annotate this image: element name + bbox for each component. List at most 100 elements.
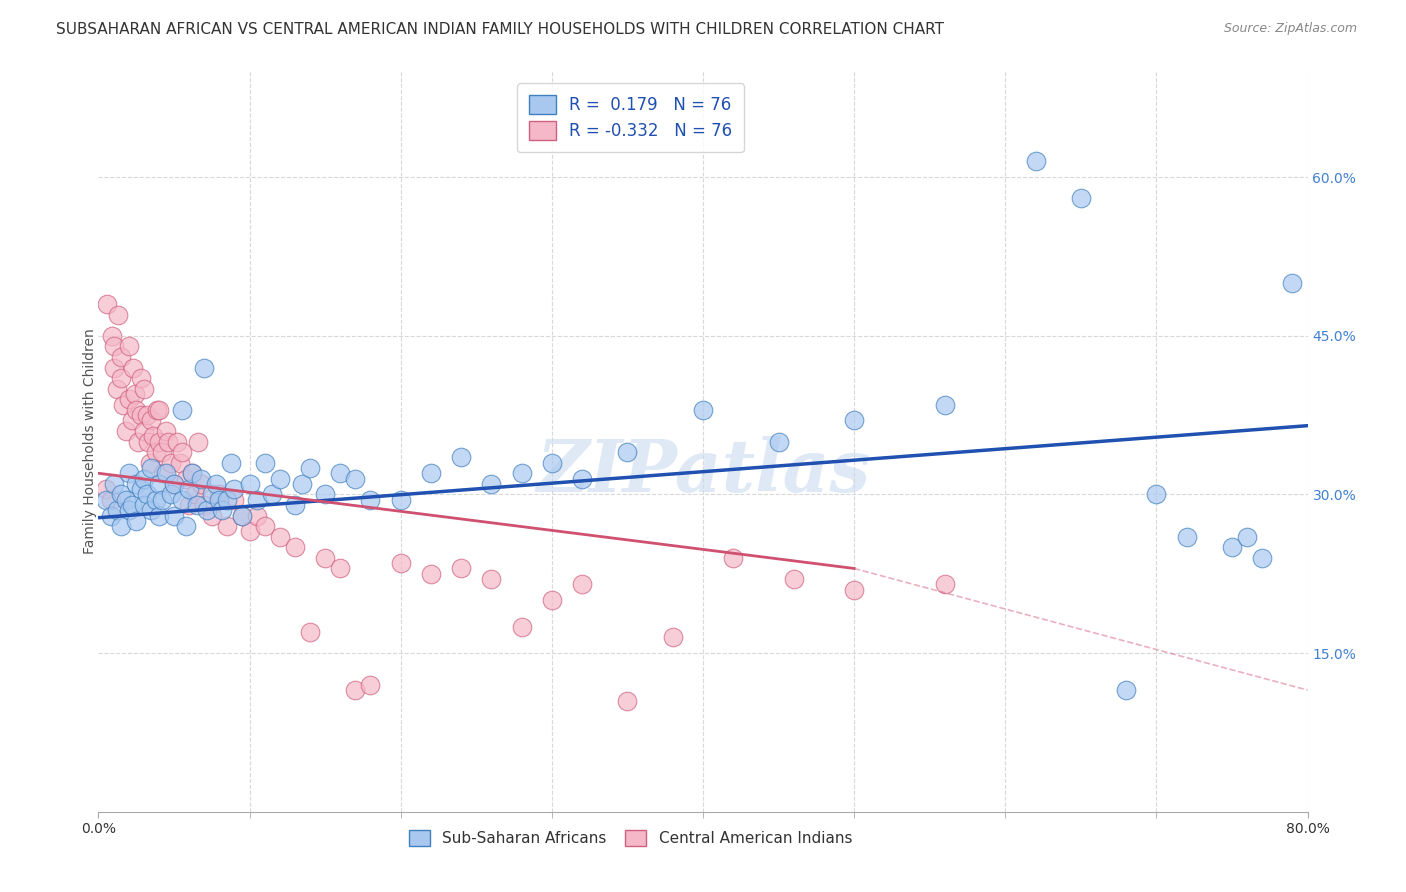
Point <box>253 519 276 533</box>
Point <box>1144 487 1167 501</box>
Point <box>124 387 146 401</box>
Point <box>1115 683 1137 698</box>
Point <box>193 498 215 512</box>
Point <box>201 508 224 523</box>
Point <box>510 620 533 634</box>
Point <box>127 434 149 449</box>
Point <box>129 371 152 385</box>
Point <box>481 572 503 586</box>
Point <box>141 461 163 475</box>
Point <box>129 408 152 422</box>
Point <box>224 482 246 496</box>
Point <box>262 487 284 501</box>
Point <box>179 482 201 496</box>
Point <box>389 492 412 507</box>
Point <box>105 382 128 396</box>
Point <box>118 339 141 353</box>
Point <box>284 541 307 555</box>
Point <box>1070 191 1092 205</box>
Point <box>1220 541 1243 555</box>
Point <box>314 550 336 565</box>
Point <box>125 476 148 491</box>
Point <box>166 434 188 449</box>
Point <box>1024 154 1046 169</box>
Point <box>145 492 167 507</box>
Point <box>190 476 212 491</box>
Point <box>114 492 136 507</box>
Point <box>145 445 167 459</box>
Point <box>174 519 197 533</box>
Point <box>934 398 956 412</box>
Point <box>360 678 382 692</box>
Point <box>110 350 132 364</box>
Point <box>125 514 148 528</box>
Point <box>148 508 170 523</box>
Point <box>94 492 117 507</box>
Point <box>253 456 276 470</box>
Point <box>174 472 197 486</box>
Point <box>129 482 152 496</box>
Point <box>135 487 157 501</box>
Point <box>136 434 159 449</box>
Point <box>118 392 141 407</box>
Point <box>111 398 134 412</box>
Point <box>344 683 367 698</box>
Point <box>122 360 145 375</box>
Point <box>190 472 212 486</box>
Point <box>110 487 132 501</box>
Point <box>314 487 336 501</box>
Point <box>215 519 238 533</box>
Point <box>142 429 165 443</box>
Point <box>163 476 186 491</box>
Point <box>118 467 141 481</box>
Point <box>94 482 117 496</box>
Point <box>100 492 122 507</box>
Point <box>1251 550 1274 565</box>
Point <box>132 382 155 396</box>
Point <box>481 476 503 491</box>
Point <box>450 561 472 575</box>
Point <box>208 487 231 501</box>
Point <box>299 461 322 475</box>
Text: SUBSAHARAN AFRICAN VS CENTRAL AMERICAN INDIAN FAMILY HOUSEHOLDS WITH CHILDREN CO: SUBSAHARAN AFRICAN VS CENTRAL AMERICAN I… <box>56 22 945 37</box>
Point <box>450 450 472 465</box>
Point <box>215 492 238 507</box>
Point <box>1236 530 1258 544</box>
Point <box>221 456 243 470</box>
Point <box>103 476 125 491</box>
Point <box>510 467 533 481</box>
Point <box>160 487 183 501</box>
Point <box>540 593 562 607</box>
Point <box>125 402 148 417</box>
Point <box>148 402 170 417</box>
Point <box>160 456 183 470</box>
Point <box>205 476 228 491</box>
Point <box>239 524 262 539</box>
Point <box>103 339 125 353</box>
Point <box>420 566 443 581</box>
Point <box>163 476 186 491</box>
Point <box>184 487 207 501</box>
Point <box>1175 530 1198 544</box>
Point <box>141 413 163 427</box>
Point <box>344 472 367 486</box>
Point <box>246 508 269 523</box>
Point <box>768 434 790 449</box>
Point <box>101 328 124 343</box>
Point <box>121 413 143 427</box>
Point <box>118 503 141 517</box>
Point <box>246 492 269 507</box>
Point <box>211 503 233 517</box>
Point <box>208 492 231 507</box>
Point <box>163 508 186 523</box>
Point <box>329 467 352 481</box>
Point <box>692 402 714 417</box>
Point <box>155 424 177 438</box>
Point <box>186 498 208 512</box>
Point <box>100 508 122 523</box>
Point <box>193 360 215 375</box>
Point <box>170 402 193 417</box>
Point <box>934 577 956 591</box>
Point <box>783 572 806 586</box>
Point <box>231 508 253 523</box>
